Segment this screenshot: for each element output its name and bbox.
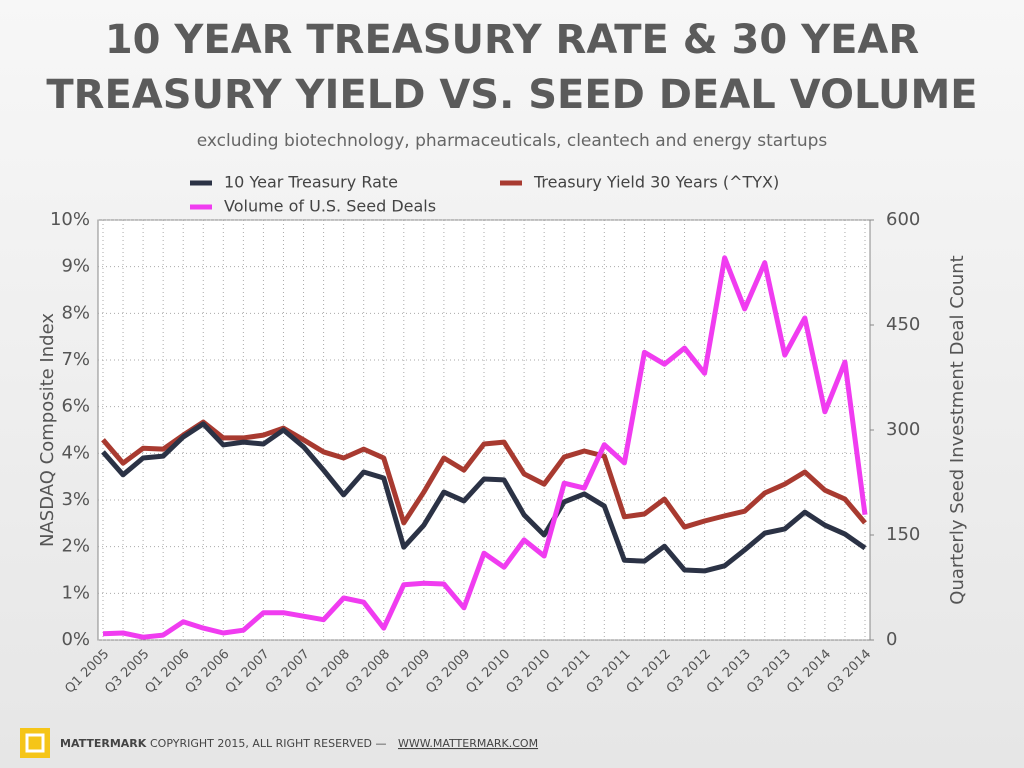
- chart-title: TREASURY YIELD VS. SEED DEAL VOLUME: [46, 72, 977, 118]
- y-tick-label: 7%: [61, 349, 90, 370]
- legend-label: Volume of U.S. Seed Deals: [224, 197, 436, 216]
- series-line: [101, 421, 867, 574]
- footer-brand: MATTERMARK: [60, 737, 147, 750]
- y2-tick-label: 450: [886, 314, 920, 335]
- y-tick-label: 4%: [61, 442, 90, 463]
- legend-label: 10 Year Treasury Rate: [224, 173, 398, 192]
- y-tick-label: 0%: [61, 629, 90, 650]
- logo: [20, 728, 50, 758]
- chart-title: 10 YEAR TREASURY RATE & 30 YEAR: [105, 17, 919, 63]
- y-tick-label: 8%: [61, 302, 90, 323]
- y-tick-label: 6%: [61, 396, 90, 417]
- subtitle: excluding biotechnology, pharmaceuticals…: [197, 131, 828, 151]
- y-tick-label: 2%: [61, 536, 90, 557]
- y-tick-label: 9%: [61, 256, 90, 277]
- legend-label: Treasury Yield 30 Years (^TYX): [533, 173, 779, 192]
- y2-tick-label: 0: [886, 629, 897, 650]
- y-tick-label: 3%: [61, 489, 90, 510]
- y2-tick-label: 600: [886, 209, 920, 230]
- y-tick-label: 10%: [50, 209, 90, 230]
- y-tick-label: 1%: [61, 582, 90, 603]
- series-line: [102, 255, 868, 640]
- y2-axis-title: Quarterly Seed Investment Deal Count: [947, 255, 968, 604]
- series-line: [101, 419, 867, 530]
- y2-tick-label: 300: [886, 419, 920, 440]
- y2-tick-label: 150: [886, 524, 920, 545]
- logo-inner: [25, 733, 45, 753]
- footer-copyright: COPYRIGHT 2015, ALL RIGHT RESERVED —: [150, 737, 387, 750]
- y-axis-title: NASDAQ Composite Index: [37, 313, 58, 547]
- footer-url: WWW.MATTERMARK.COM: [398, 737, 538, 750]
- plot-area: [97, 219, 871, 641]
